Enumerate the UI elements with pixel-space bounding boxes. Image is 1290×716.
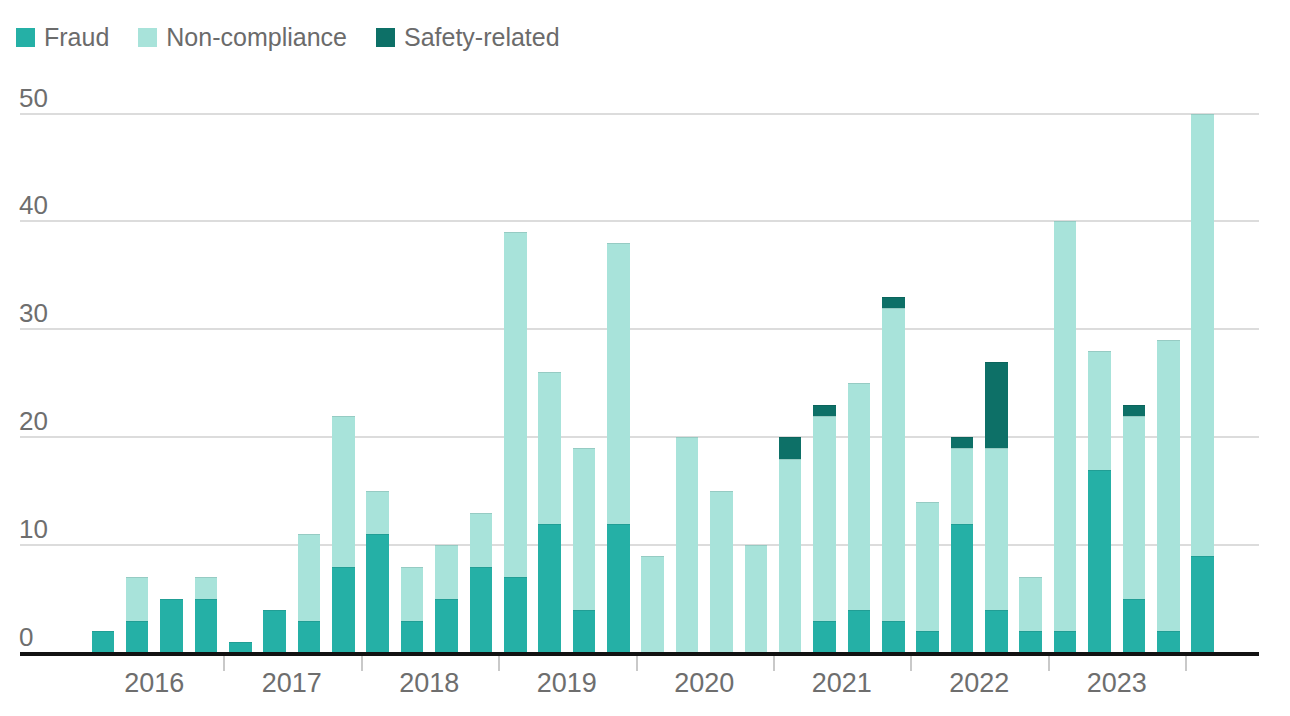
bar-segment-non-compliance bbox=[401, 567, 424, 621]
bar-segment-fraud bbox=[401, 621, 424, 653]
x-axis-label-2020: 2020 bbox=[644, 668, 764, 699]
bar-segment-non-compliance bbox=[298, 534, 321, 620]
legend-label: Fraud bbox=[44, 25, 109, 50]
x-axis-label-2019: 2019 bbox=[507, 668, 627, 699]
bar-segment-fraud bbox=[126, 621, 149, 653]
bar-segment-fraud bbox=[195, 599, 218, 653]
x-axis-label-2016: 2016 bbox=[94, 668, 214, 699]
bar-segment-non-compliance bbox=[126, 577, 149, 620]
bar-segment-non-compliance bbox=[676, 437, 699, 653]
y-axis-label: 0 bbox=[19, 622, 89, 650]
bar-segment-non-compliance bbox=[985, 448, 1008, 610]
bar-segment-non-compliance bbox=[951, 448, 974, 524]
x-axis-label-2022: 2022 bbox=[919, 668, 1039, 699]
bar-segment-non-compliance bbox=[538, 372, 561, 523]
bar-segment-non-compliance bbox=[332, 416, 355, 567]
bar-segment-fraud bbox=[470, 567, 493, 653]
legend-label: Safety-related bbox=[404, 25, 560, 50]
x-axis-tick bbox=[636, 656, 638, 671]
bar-segment-non-compliance bbox=[848, 383, 871, 610]
bar-segment-fraud bbox=[882, 621, 905, 653]
y-axis-label: 10 bbox=[19, 514, 89, 542]
bar-segment-fraud bbox=[573, 610, 596, 653]
gridline bbox=[20, 113, 1259, 115]
x-axis-label-2018: 2018 bbox=[369, 668, 489, 699]
bar-segment-fraud bbox=[1088, 470, 1111, 653]
bar-segment-non-compliance bbox=[779, 459, 802, 653]
x-axis-tick bbox=[223, 656, 225, 671]
bar-segment-fraud bbox=[504, 577, 527, 653]
bar-segment-fraud bbox=[1123, 599, 1146, 653]
bar-segment-fraud bbox=[848, 610, 871, 653]
x-axis-label-2021: 2021 bbox=[782, 668, 902, 699]
bar-segment-safety bbox=[779, 437, 802, 459]
bar-segment-safety bbox=[1123, 405, 1146, 416]
bar-segment-fraud bbox=[813, 621, 836, 653]
x-axis-tick bbox=[361, 656, 363, 671]
bar-segment-non-compliance bbox=[504, 232, 527, 577]
bar-segment-safety bbox=[985, 362, 1008, 448]
bar-segment-fraud bbox=[1157, 631, 1180, 653]
y-axis-label: 30 bbox=[19, 298, 89, 326]
bar-segment-non-compliance bbox=[1019, 577, 1042, 631]
bar-segment-non-compliance bbox=[1157, 340, 1180, 631]
bar-segment-fraud bbox=[332, 567, 355, 653]
safety-related-swatch-icon bbox=[376, 28, 395, 47]
bar-segment-safety bbox=[813, 405, 836, 416]
bar-segment-safety bbox=[882, 297, 905, 308]
bar-segment-non-compliance bbox=[1088, 351, 1111, 470]
bar-segment-non-compliance bbox=[641, 556, 664, 653]
chart-legend: Fraud Non-compliance Safety-related bbox=[16, 25, 560, 50]
bar-segment-non-compliance bbox=[813, 416, 836, 621]
bar-segment-non-compliance bbox=[916, 502, 939, 631]
bar-segment-fraud bbox=[263, 610, 286, 653]
x-axis-tick bbox=[1048, 656, 1050, 671]
bar-segment-fraud bbox=[607, 524, 630, 653]
bar-segment-non-compliance bbox=[435, 545, 458, 599]
bar-segment-non-compliance bbox=[1191, 114, 1214, 556]
bar-segment-fraud bbox=[1019, 631, 1042, 653]
y-axis-label: 40 bbox=[19, 190, 89, 218]
x-axis-tick bbox=[1185, 656, 1187, 671]
bar-segment-non-compliance bbox=[745, 545, 768, 653]
bar-segment-fraud bbox=[92, 631, 115, 653]
bar-segment-non-compliance bbox=[1054, 221, 1077, 631]
bar-segment-fraud bbox=[1054, 631, 1077, 653]
x-axis-line bbox=[20, 652, 1259, 656]
bar-segment-non-compliance bbox=[470, 513, 493, 567]
bar-segment-fraud bbox=[366, 534, 389, 653]
bar-segment-non-compliance bbox=[1123, 416, 1146, 599]
bar-segment-safety bbox=[951, 437, 974, 448]
x-axis-tick bbox=[498, 656, 500, 671]
bar-segment-non-compliance bbox=[573, 448, 596, 610]
legend-item-non-compliance: Non-compliance bbox=[138, 25, 347, 50]
legend-item-safety-related: Safety-related bbox=[376, 25, 560, 50]
bar-segment-non-compliance bbox=[607, 243, 630, 524]
y-axis-label: 20 bbox=[19, 406, 89, 434]
bar-segment-non-compliance bbox=[195, 577, 218, 599]
bar-segment-fraud bbox=[435, 599, 458, 653]
x-axis-label-2023: 2023 bbox=[1057, 668, 1177, 699]
stacked-bar-chart: Fraud Non-compliance Safety-related 0 10 2… bbox=[0, 0, 1290, 716]
fraud-swatch-icon bbox=[16, 28, 35, 47]
x-axis-tick bbox=[910, 656, 912, 671]
bar-segment-non-compliance bbox=[710, 491, 733, 653]
bar-segment-non-compliance bbox=[366, 491, 389, 534]
bar-segment-fraud bbox=[1191, 556, 1214, 653]
bar-segment-fraud bbox=[538, 524, 561, 653]
legend-item-fraud: Fraud bbox=[16, 25, 109, 50]
bar-segment-fraud bbox=[298, 621, 321, 653]
x-axis-label-2017: 2017 bbox=[232, 668, 352, 699]
y-axis-label: 50 bbox=[19, 83, 89, 111]
bar-segment-fraud bbox=[160, 599, 183, 653]
x-axis-tick bbox=[773, 656, 775, 671]
bar-segment-fraud bbox=[916, 631, 939, 653]
bar-segment-fraud bbox=[985, 610, 1008, 653]
bar-segment-non-compliance bbox=[882, 308, 905, 621]
non-compliance-swatch-icon bbox=[138, 28, 157, 47]
bar-segment-fraud bbox=[951, 524, 974, 653]
legend-label: Non-compliance bbox=[166, 25, 347, 50]
